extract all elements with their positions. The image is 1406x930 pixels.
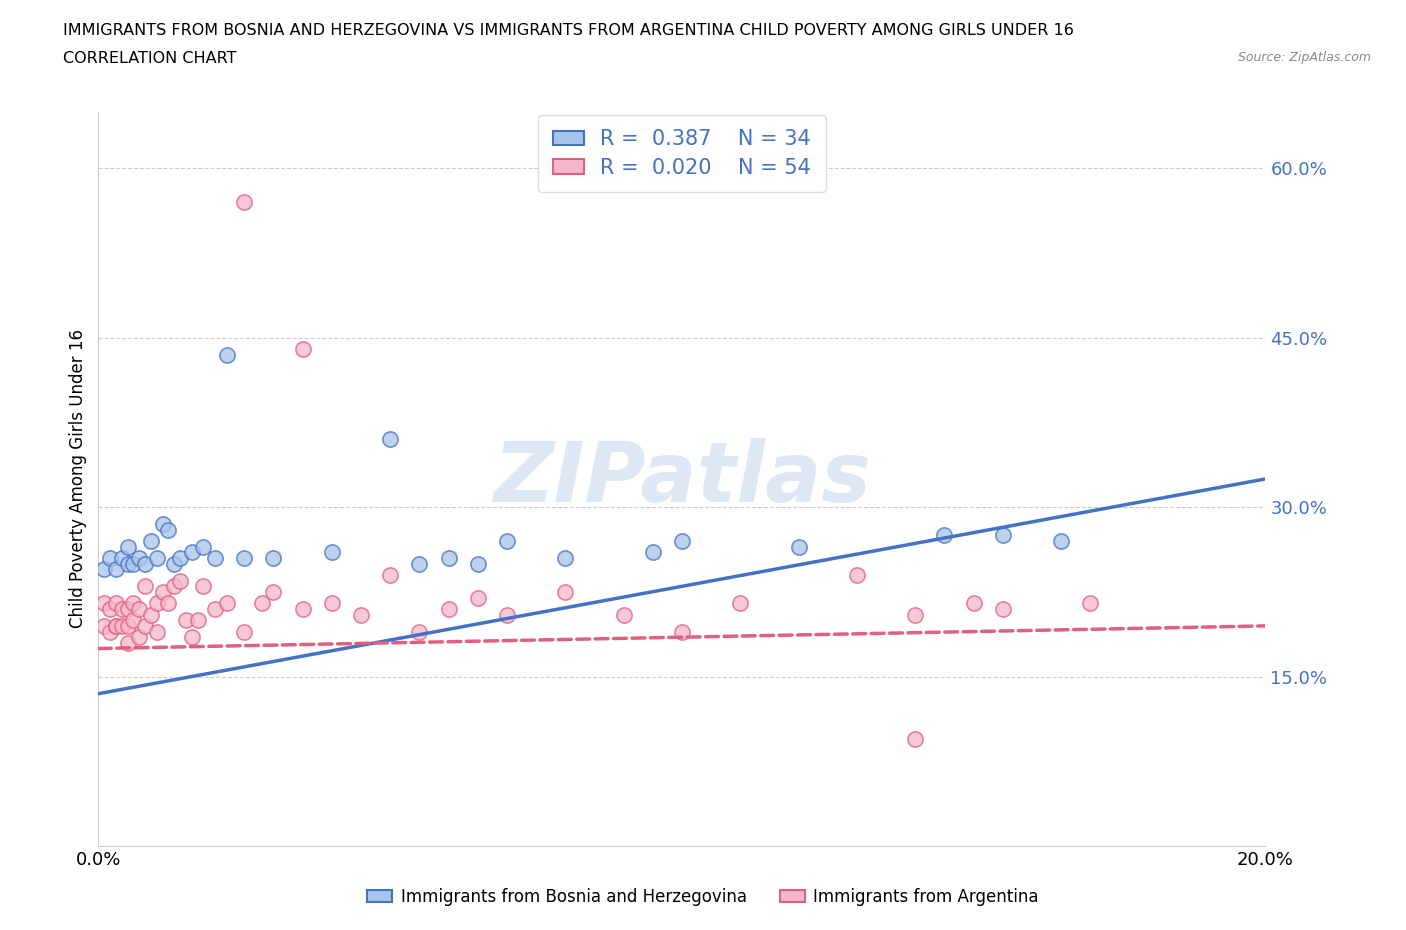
Point bbox=[262, 585, 284, 600]
Point bbox=[98, 551, 121, 565]
Point bbox=[174, 613, 197, 628]
Point bbox=[163, 556, 186, 571]
Point bbox=[991, 602, 1014, 617]
Point bbox=[193, 578, 215, 593]
Point bbox=[962, 596, 984, 611]
Point bbox=[204, 602, 226, 617]
Point bbox=[117, 602, 139, 617]
Y-axis label: Child Poverty Among Girls Under 16: Child Poverty Among Girls Under 16 bbox=[69, 329, 87, 629]
Point bbox=[193, 539, 215, 554]
Point bbox=[122, 613, 145, 628]
Point bbox=[139, 534, 162, 549]
Point bbox=[111, 602, 134, 617]
Legend: R =  0.387    N = 34, R =  0.020    N = 54: R = 0.387 N = 34, R = 0.020 N = 54 bbox=[538, 114, 825, 193]
Point bbox=[93, 596, 115, 611]
Point bbox=[233, 624, 256, 639]
Point bbox=[134, 618, 156, 633]
Text: Source: ZipAtlas.com: Source: ZipAtlas.com bbox=[1237, 51, 1371, 64]
Point bbox=[117, 556, 139, 571]
Point bbox=[233, 551, 256, 565]
Point bbox=[157, 523, 180, 538]
Point bbox=[93, 562, 115, 577]
Point bbox=[163, 578, 186, 593]
Point bbox=[612, 607, 634, 622]
Point bbox=[554, 585, 576, 600]
Point bbox=[641, 545, 664, 560]
Point bbox=[180, 545, 202, 560]
Text: IMMIGRANTS FROM BOSNIA AND HERZEGOVINA VS IMMIGRANTS FROM ARGENTINA CHILD POVERT: IMMIGRANTS FROM BOSNIA AND HERZEGOVINA V… bbox=[63, 23, 1074, 38]
Point bbox=[104, 562, 127, 577]
Point bbox=[93, 618, 115, 633]
Point bbox=[146, 624, 169, 639]
Point bbox=[671, 624, 693, 639]
Point bbox=[104, 618, 127, 633]
Point bbox=[204, 551, 226, 565]
Text: CORRELATION CHART: CORRELATION CHART bbox=[63, 51, 236, 66]
Point bbox=[104, 596, 127, 611]
Point bbox=[98, 624, 121, 639]
Point bbox=[730, 596, 752, 611]
Point bbox=[467, 556, 489, 571]
Point bbox=[408, 624, 430, 639]
Point bbox=[111, 618, 134, 633]
Point bbox=[146, 596, 169, 611]
Point bbox=[291, 602, 314, 617]
Point bbox=[934, 528, 956, 543]
Point bbox=[380, 567, 402, 582]
Point bbox=[146, 551, 169, 565]
Point bbox=[111, 551, 134, 565]
Point bbox=[408, 556, 430, 571]
Point bbox=[134, 578, 156, 593]
Point bbox=[122, 556, 145, 571]
Point bbox=[291, 341, 314, 356]
Point bbox=[104, 618, 127, 633]
Point bbox=[215, 347, 238, 362]
Point bbox=[139, 607, 162, 622]
Point bbox=[262, 551, 284, 565]
Point bbox=[215, 596, 238, 611]
Point bbox=[467, 591, 489, 605]
Point bbox=[128, 551, 150, 565]
Point bbox=[169, 573, 191, 588]
Point bbox=[991, 528, 1014, 543]
Point bbox=[117, 539, 139, 554]
Text: ZIPatlas: ZIPatlas bbox=[494, 438, 870, 520]
Point bbox=[846, 567, 869, 582]
Point bbox=[437, 602, 460, 617]
Point bbox=[250, 596, 273, 611]
Point bbox=[122, 596, 145, 611]
Point bbox=[117, 618, 139, 633]
Point bbox=[128, 602, 150, 617]
Point bbox=[496, 607, 519, 622]
Point bbox=[128, 630, 150, 644]
Point bbox=[904, 732, 927, 747]
Point bbox=[350, 607, 373, 622]
Legend: Immigrants from Bosnia and Herzegovina, Immigrants from Argentina: Immigrants from Bosnia and Herzegovina, … bbox=[360, 881, 1046, 912]
Point bbox=[233, 194, 256, 209]
Point bbox=[117, 635, 139, 650]
Point bbox=[437, 551, 460, 565]
Point bbox=[321, 596, 343, 611]
Point bbox=[787, 539, 810, 554]
Point bbox=[904, 607, 927, 622]
Point bbox=[180, 630, 202, 644]
Point bbox=[1080, 596, 1102, 611]
Point bbox=[187, 613, 209, 628]
Point bbox=[169, 551, 191, 565]
Point bbox=[98, 602, 121, 617]
Point bbox=[380, 432, 402, 446]
Point bbox=[1050, 534, 1073, 549]
Point bbox=[671, 534, 693, 549]
Point bbox=[496, 534, 519, 549]
Point bbox=[152, 517, 174, 532]
Point bbox=[554, 551, 576, 565]
Point bbox=[152, 585, 174, 600]
Point bbox=[134, 556, 156, 571]
Point bbox=[321, 545, 343, 560]
Point bbox=[157, 596, 180, 611]
